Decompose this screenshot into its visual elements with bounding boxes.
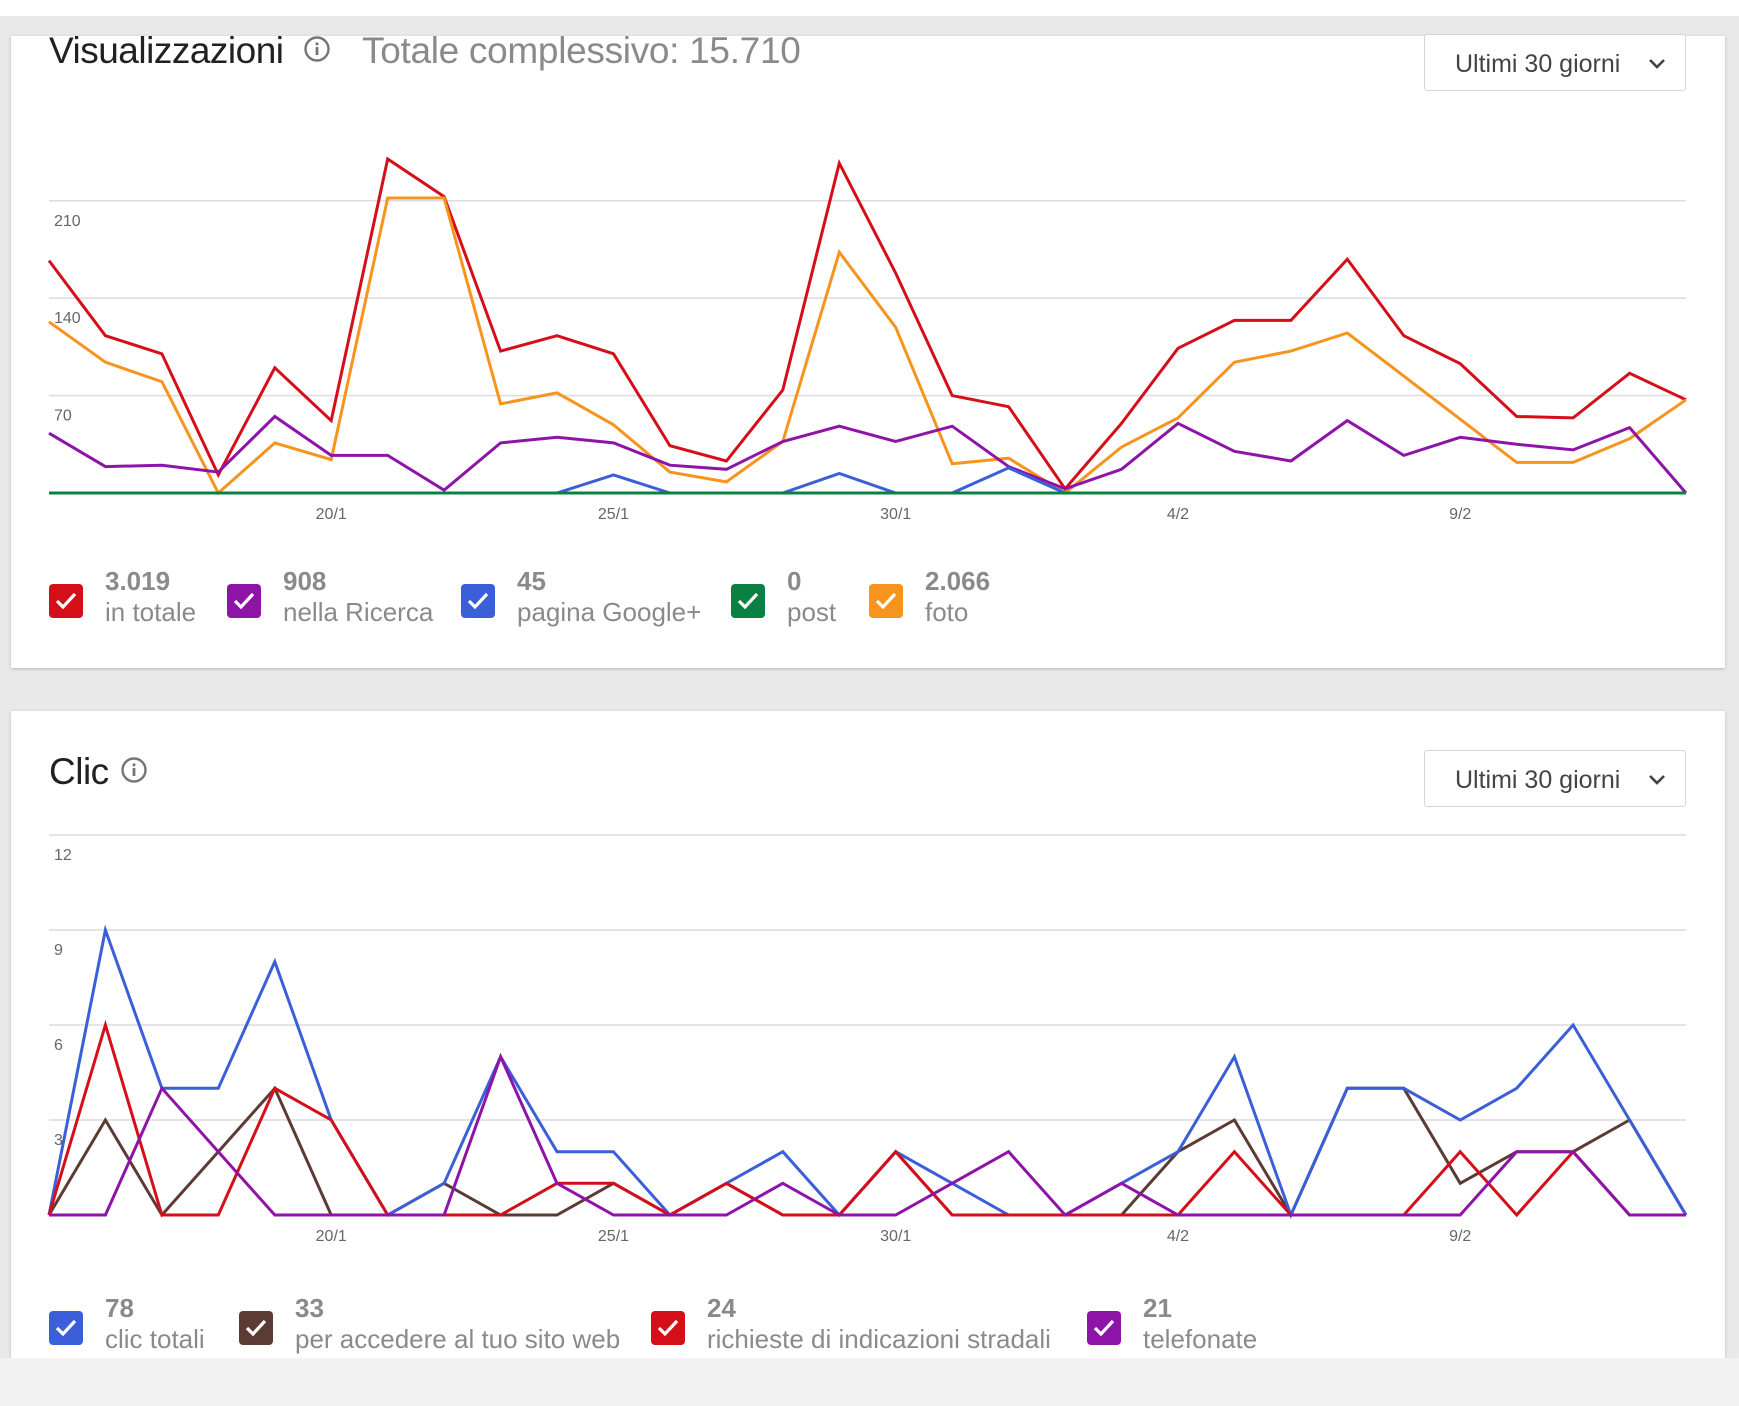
y-tick-label: 70 xyxy=(54,408,72,425)
clicks-period-label: Ultimi 30 giorni xyxy=(1455,766,1621,794)
checkbox-foto[interactable] xyxy=(869,584,903,618)
check-icon xyxy=(55,592,77,610)
x-tick-label: 30/1 xyxy=(880,506,911,523)
checkbox-post[interactable] xyxy=(731,584,765,618)
series-line-pagina-google- xyxy=(49,466,1686,495)
checkbox-telefonate[interactable] xyxy=(1087,1311,1121,1345)
views-title: Visualizzazioni xyxy=(49,30,284,71)
legend-label: richieste di indicazioni stradali xyxy=(707,1324,1051,1354)
check-icon xyxy=(737,592,759,610)
legend-value: 24 xyxy=(707,1293,736,1323)
series-line-richieste-di-indicazioni-stradali xyxy=(47,1019,1686,1218)
y-tick-label: 210 xyxy=(54,213,81,230)
legend-value: 0 xyxy=(787,566,802,596)
legend-label: in totale xyxy=(105,597,197,627)
clicks-period-dropdown[interactable]: Ultimi 30 giorni xyxy=(1424,750,1686,807)
legend-value: 2.066 xyxy=(925,566,991,596)
x-tick-label: 9/2 xyxy=(1449,1228,1471,1245)
legend-label: nella Ricerca xyxy=(283,597,434,627)
info-icon[interactable] xyxy=(303,35,331,63)
check-icon xyxy=(467,592,489,610)
y-tick-label: 140 xyxy=(54,310,81,327)
y-tick-label: 12 xyxy=(54,847,72,864)
views-card: Visualizzazioni Totale complessivo: 15.7… xyxy=(11,30,1725,668)
y-tick-label: 3 xyxy=(54,1132,63,1149)
legend-value: 33 xyxy=(295,1293,324,1323)
series-line-foto xyxy=(48,196,1687,496)
x-tick-label: 20/1 xyxy=(316,506,347,523)
x-tick-label: 4/2 xyxy=(1167,506,1189,523)
legend-label: foto xyxy=(925,597,969,627)
check-icon xyxy=(233,592,255,610)
views-period-dropdown[interactable]: Ultimi 30 giorni xyxy=(1424,34,1686,91)
legend-value: 21 xyxy=(1143,1293,1172,1323)
chevron-down-icon xyxy=(1649,775,1665,785)
check-icon xyxy=(55,1319,77,1337)
check-icon xyxy=(245,1319,267,1337)
info-icon[interactable] xyxy=(120,756,148,784)
x-tick-label: 25/1 xyxy=(598,1228,629,1245)
legend-value: 45 xyxy=(517,566,546,596)
views-line-chart: 70 140 210 20/1 25/1 30/1 4/2 9/2 xyxy=(47,156,1688,523)
legend-label: pagina Google+ xyxy=(517,597,702,627)
clicks-line-chart: 3 6 9 12 20/1 25/1 30/1 4/2 9/2 xyxy=(47,834,1688,1245)
y-tick-label: 6 xyxy=(54,1037,63,1054)
checkbox-nella-ricerca[interactable] xyxy=(227,584,261,618)
x-tick-label: 20/1 xyxy=(316,1228,347,1245)
series-line-telefonate xyxy=(49,1052,1686,1217)
series-line-in-totale xyxy=(47,156,1687,492)
top-bar xyxy=(0,0,1739,16)
x-tick-label: 9/2 xyxy=(1449,506,1471,523)
x-tick-label: 4/2 xyxy=(1167,1228,1189,1245)
legend-value: 3.019 xyxy=(105,566,171,596)
x-tick-label: 25/1 xyxy=(598,506,629,523)
check-icon xyxy=(875,592,897,610)
clicks-card: Clic Ultimi 30 giorni 3 6 9 12 20/1 25/1 30/1 4… xyxy=(11,711,1725,1358)
legend-value: 908 xyxy=(283,566,327,596)
checkbox-clic-totali[interactable] xyxy=(49,1311,83,1345)
checkbox-sito-web[interactable] xyxy=(239,1311,273,1345)
legend-label: per accedere al tuo sito web xyxy=(295,1324,621,1354)
legend-label: telefonate xyxy=(1143,1324,1258,1354)
clicks-title: Clic xyxy=(49,751,109,792)
checkbox-pagina-google[interactable] xyxy=(461,584,495,618)
y-tick-label: 9 xyxy=(54,942,63,959)
legend-value: 78 xyxy=(105,1293,134,1323)
check-icon xyxy=(657,1319,679,1337)
check-icon xyxy=(1093,1319,1115,1337)
legend-label: post xyxy=(787,597,837,627)
views-period-label: Ultimi 30 giorni xyxy=(1455,50,1621,78)
series-line-nella-ricerca xyxy=(48,414,1688,494)
legend-label: clic totali xyxy=(105,1324,205,1354)
checkbox-in-totale[interactable] xyxy=(49,584,83,618)
checkbox-indicazioni[interactable] xyxy=(651,1311,685,1345)
bottom-strip xyxy=(0,1358,1739,1406)
views-total-text: Totale complessivo: 15.710 xyxy=(362,30,801,71)
x-tick-label: 30/1 xyxy=(880,1228,911,1245)
chevron-down-icon xyxy=(1649,59,1665,69)
